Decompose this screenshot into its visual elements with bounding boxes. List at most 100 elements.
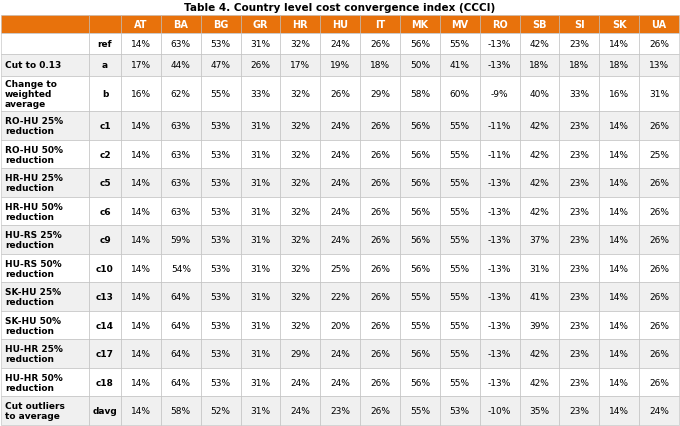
Bar xyxy=(440,112,479,141)
Text: 59%: 59% xyxy=(171,236,191,245)
Bar xyxy=(560,112,599,141)
Text: 14%: 14% xyxy=(131,293,151,302)
Bar xyxy=(560,311,599,340)
Bar xyxy=(89,16,121,34)
Text: 23%: 23% xyxy=(569,122,590,131)
Text: 55%: 55% xyxy=(449,178,470,187)
Text: 55%: 55% xyxy=(410,321,430,330)
Text: 53%: 53% xyxy=(211,349,231,358)
Text: 23%: 23% xyxy=(569,264,590,273)
Text: 26%: 26% xyxy=(370,150,390,159)
Text: 24%: 24% xyxy=(290,406,310,415)
Bar xyxy=(599,397,639,425)
Text: 29%: 29% xyxy=(370,90,390,99)
Text: 14%: 14% xyxy=(609,321,629,330)
Bar xyxy=(161,16,201,34)
Bar xyxy=(201,55,241,76)
Bar xyxy=(639,368,679,397)
Bar xyxy=(121,340,161,368)
Text: 55%: 55% xyxy=(449,40,470,49)
Bar xyxy=(639,169,679,197)
Bar xyxy=(360,397,400,425)
Text: c18: c18 xyxy=(96,378,114,387)
Bar xyxy=(440,55,479,76)
Bar xyxy=(161,397,201,425)
Text: 26%: 26% xyxy=(649,207,669,216)
Bar xyxy=(161,76,201,112)
Bar xyxy=(280,368,320,397)
Text: 29%: 29% xyxy=(290,349,310,358)
Bar xyxy=(241,169,280,197)
Bar xyxy=(599,368,639,397)
Text: 17%: 17% xyxy=(290,61,310,70)
Text: 23%: 23% xyxy=(569,349,590,358)
Text: 52%: 52% xyxy=(211,406,231,415)
Text: 55%: 55% xyxy=(449,264,470,273)
Bar xyxy=(121,397,161,425)
Bar xyxy=(1,55,89,76)
Bar xyxy=(639,197,679,226)
Bar xyxy=(560,169,599,197)
Bar xyxy=(320,34,360,55)
Text: 14%: 14% xyxy=(131,349,151,358)
Bar xyxy=(1,76,89,112)
Bar xyxy=(440,311,479,340)
Text: 31%: 31% xyxy=(250,406,271,415)
Text: 26%: 26% xyxy=(370,40,390,49)
Bar xyxy=(520,169,560,197)
Bar xyxy=(1,283,89,311)
Bar xyxy=(320,141,360,169)
Bar xyxy=(241,34,280,55)
Text: MK: MK xyxy=(411,20,428,30)
Bar xyxy=(400,141,440,169)
Bar xyxy=(280,311,320,340)
Text: RO-HU 50%
reduction: RO-HU 50% reduction xyxy=(5,145,63,164)
Bar xyxy=(161,283,201,311)
Bar xyxy=(241,368,280,397)
Text: 23%: 23% xyxy=(569,406,590,415)
Text: 26%: 26% xyxy=(370,236,390,245)
Text: 56%: 56% xyxy=(410,264,430,273)
Bar xyxy=(639,34,679,55)
Text: 31%: 31% xyxy=(530,264,549,273)
Bar xyxy=(280,112,320,141)
Bar xyxy=(400,226,440,254)
Text: 26%: 26% xyxy=(370,178,390,187)
Bar xyxy=(479,197,520,226)
Bar xyxy=(161,112,201,141)
Bar xyxy=(440,254,479,283)
Bar xyxy=(201,283,241,311)
Text: 53%: 53% xyxy=(211,321,231,330)
Bar xyxy=(440,368,479,397)
Bar xyxy=(599,169,639,197)
Text: 42%: 42% xyxy=(530,150,549,159)
Bar xyxy=(360,34,400,55)
Bar xyxy=(121,283,161,311)
Text: -13%: -13% xyxy=(488,349,511,358)
Bar xyxy=(400,76,440,112)
Text: davg: davg xyxy=(92,406,118,415)
Text: 32%: 32% xyxy=(290,207,310,216)
Bar xyxy=(400,112,440,141)
Bar xyxy=(161,169,201,197)
Text: 14%: 14% xyxy=(131,178,151,187)
Bar xyxy=(280,16,320,34)
Text: 31%: 31% xyxy=(250,178,271,187)
Text: 26%: 26% xyxy=(649,178,669,187)
Bar xyxy=(360,340,400,368)
Bar xyxy=(479,141,520,169)
Bar xyxy=(280,34,320,55)
Bar xyxy=(440,16,479,34)
Text: 56%: 56% xyxy=(410,150,430,159)
Text: 26%: 26% xyxy=(649,349,669,358)
Bar xyxy=(440,340,479,368)
Bar xyxy=(201,397,241,425)
Text: 26%: 26% xyxy=(649,293,669,302)
Text: 31%: 31% xyxy=(250,236,271,245)
Text: 26%: 26% xyxy=(649,264,669,273)
Text: 32%: 32% xyxy=(290,264,310,273)
Text: 31%: 31% xyxy=(250,122,271,131)
Text: 16%: 16% xyxy=(131,90,151,99)
Bar xyxy=(89,169,121,197)
Text: HU-RS 25%
reduction: HU-RS 25% reduction xyxy=(5,230,62,250)
